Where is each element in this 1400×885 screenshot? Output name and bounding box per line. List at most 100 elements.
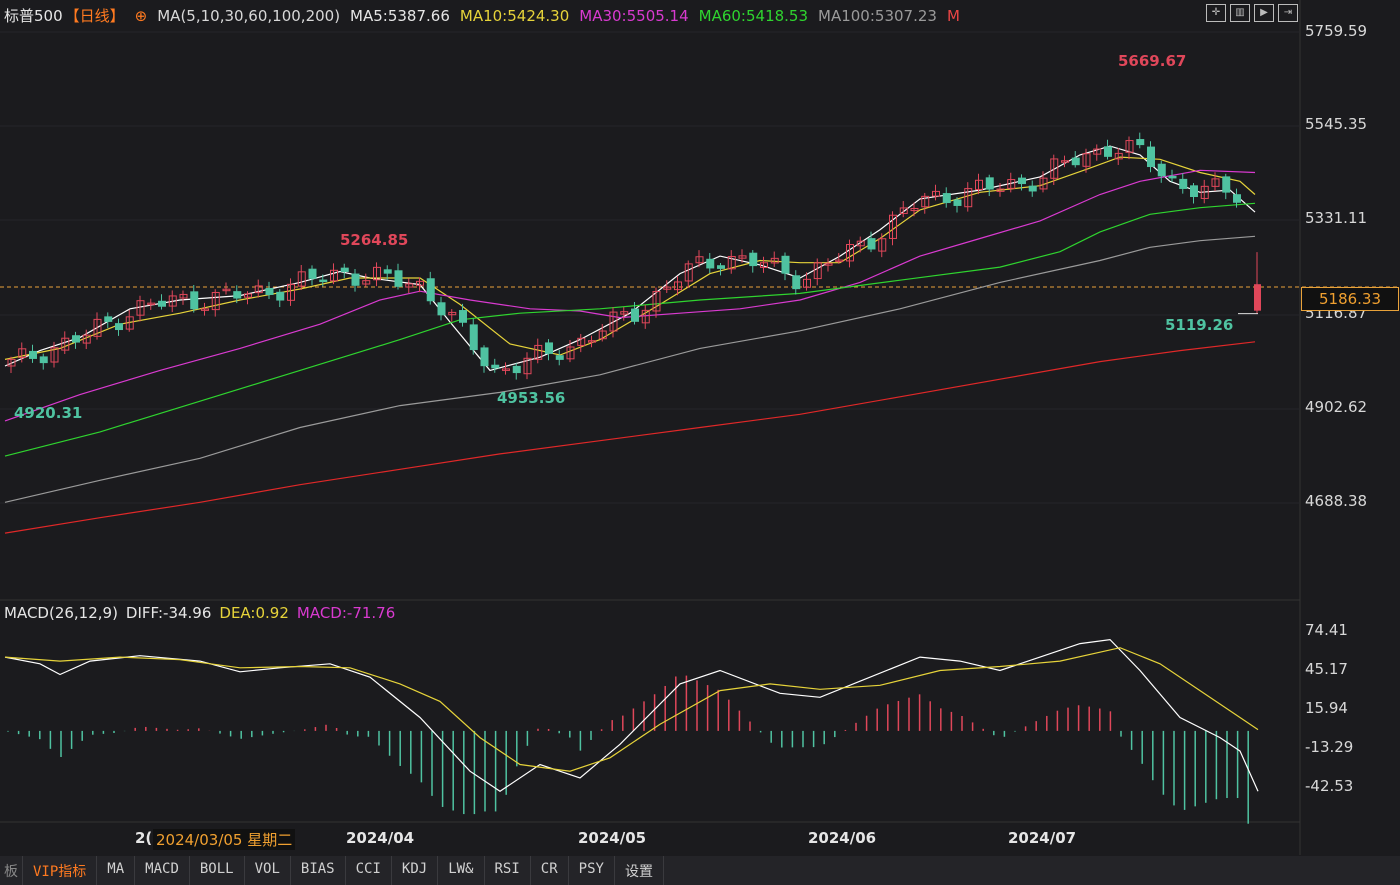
macd-diff-value: DIFF:-34.96 [125, 604, 212, 622]
candle [104, 316, 113, 322]
high-annotation: 5669.67 [1118, 52, 1187, 70]
add-indicator-icon[interactable]: ⊕ [134, 7, 148, 25]
macd-tick: 15.94 [1305, 699, 1348, 717]
candle [652, 291, 661, 312]
candle [340, 267, 349, 272]
candle [631, 308, 639, 322]
candle [1168, 175, 1177, 179]
tab-vol[interactable]: VOL [245, 856, 291, 885]
crosshair-icon[interactable]: ✛ [1206, 4, 1226, 22]
expand-icon[interactable]: ⇥ [1278, 4, 1298, 22]
candle [201, 308, 209, 311]
candle [1082, 153, 1091, 167]
macd-value: MACD:-71.76 [296, 604, 396, 622]
candle [244, 293, 252, 298]
tab-vip[interactable]: VIP指标 [23, 856, 98, 885]
candle [459, 310, 467, 323]
tab-psy[interactable]: PSY [569, 856, 615, 885]
candle [674, 281, 682, 291]
candle [1190, 185, 1198, 198]
candle [330, 269, 338, 282]
candle [1222, 176, 1231, 193]
candle [502, 368, 510, 371]
candle [803, 278, 811, 288]
period-label[interactable]: 【日线】 [64, 7, 125, 25]
low-annotation: 4953.56 [497, 389, 566, 407]
x-axis-tick: 2024/07 [1008, 829, 1077, 847]
high-annotation: 5264.85 [340, 231, 409, 249]
candle [1136, 139, 1145, 146]
macd-tick: 45.17 [1305, 660, 1348, 678]
price-tick: 5545.35 [1305, 115, 1368, 133]
tab-bias[interactable]: BIAS [291, 856, 346, 885]
ma10-value: MA10:5424.30 [459, 7, 570, 25]
candle [770, 257, 779, 264]
candle [717, 265, 725, 269]
tab-rsi[interactable]: RSI [485, 856, 531, 885]
candle [426, 278, 435, 302]
candle [910, 207, 919, 212]
macd-tick: -42.53 [1305, 777, 1354, 795]
candle [695, 256, 704, 264]
ma10-line [4, 156, 1256, 360]
macd-param-label[interactable]: MACD(26,12,9) [4, 604, 118, 622]
candle [1114, 152, 1123, 160]
tab-cci[interactable]: CCI [346, 856, 392, 885]
candle [1093, 148, 1102, 155]
candle [222, 288, 231, 292]
candle [93, 318, 102, 337]
candle [588, 340, 596, 343]
candle [362, 280, 371, 285]
symbol-label: 标普500 [4, 7, 63, 25]
play-icon[interactable]: ▶ [1254, 4, 1274, 22]
tab-cr[interactable]: CR [531, 856, 569, 885]
candle [534, 344, 543, 360]
candle [29, 350, 37, 359]
candle [1071, 157, 1080, 166]
candle [405, 283, 414, 288]
candle [50, 347, 59, 363]
candle [781, 255, 790, 274]
tab-boll[interactable]: BOLL [190, 856, 245, 885]
candle [663, 286, 672, 290]
candle [738, 255, 747, 259]
macd-tick: -13.29 [1305, 738, 1354, 756]
tab-settings[interactable]: 设置 [615, 856, 664, 885]
tab-lw[interactable]: LW& [438, 856, 485, 885]
chart-header: 标普500 【日线】 ⊕ MA(5,10,30,60,100,200) MA5:5387… [4, 5, 970, 26]
candle [620, 311, 629, 315]
tab-kdj[interactable]: KDJ [392, 856, 439, 885]
candle [1028, 185, 1037, 192]
tab-macd[interactable]: MACD [135, 856, 190, 885]
candle [684, 263, 693, 282]
candle [1233, 194, 1241, 203]
candle [287, 283, 295, 301]
cursor-date-tooltip: 2024/03/05 星期二 [153, 829, 296, 850]
candle [792, 275, 801, 290]
candle [179, 293, 188, 299]
candle [7, 358, 16, 367]
x-axis-tick: 2024/04 [346, 829, 415, 847]
layout-icon[interactable]: ▥ [1230, 4, 1250, 22]
candle [351, 273, 360, 286]
tab-ma[interactable]: MA [97, 856, 136, 885]
ma-param-label[interactable]: MA(5,10,30,60,100,200) [157, 7, 341, 25]
candle [308, 268, 317, 279]
candle [416, 280, 424, 286]
candle [566, 346, 575, 360]
candle [964, 188, 973, 208]
more-ma-label[interactable]: M [946, 7, 960, 25]
candle [878, 238, 887, 252]
tab-scroll-left[interactable]: 板 [0, 856, 23, 885]
candle [867, 238, 876, 250]
macd-dea-value: DEA:0.92 [219, 604, 289, 622]
candle [136, 300, 145, 316]
candle [856, 240, 865, 247]
candle [577, 337, 586, 346]
candle [297, 271, 306, 287]
candle [1039, 177, 1048, 190]
candle [609, 311, 618, 332]
macd-header: MACD(26,12,9) DIFF:-34.96 DEA:0.92 MACD:-71… [4, 604, 403, 622]
candle [996, 188, 1005, 192]
